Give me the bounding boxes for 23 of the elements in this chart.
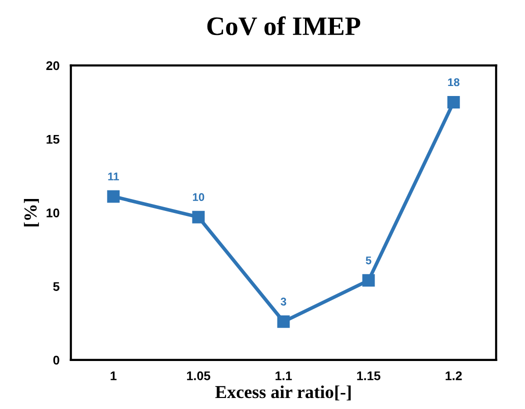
point bbox=[192, 210, 205, 224]
x-tick-label: 1.2 bbox=[446, 371, 462, 380]
data-label: 10 bbox=[192, 193, 204, 202]
y-tick-label: 15 bbox=[46, 134, 60, 144]
x-tick-label: 1.15 bbox=[357, 371, 380, 380]
data-label: 11 bbox=[108, 172, 119, 180]
x-axis-title: Excess air ratio[-] bbox=[215, 385, 351, 400]
chart-title: CoV of IMEP bbox=[207, 16, 360, 36]
data-label: 18 bbox=[448, 78, 460, 86]
data-label: 3 bbox=[280, 298, 286, 306]
x-tick-label: 1.1 bbox=[276, 371, 292, 380]
x-tick-label: 1.05 bbox=[187, 371, 210, 380]
data-label: 5 bbox=[366, 256, 372, 264]
x-tick-label: 1 bbox=[110, 371, 117, 380]
point bbox=[277, 315, 290, 328]
point bbox=[362, 274, 375, 287]
y-tick-label: 0 bbox=[53, 356, 60, 365]
y-axis-title: [%] bbox=[24, 198, 39, 226]
point bbox=[447, 96, 460, 108]
y-tick-label: 20 bbox=[46, 61, 60, 70]
point bbox=[107, 190, 120, 203]
y-tick-label: 5 bbox=[53, 282, 60, 291]
y-tick-label: 10 bbox=[46, 208, 60, 218]
